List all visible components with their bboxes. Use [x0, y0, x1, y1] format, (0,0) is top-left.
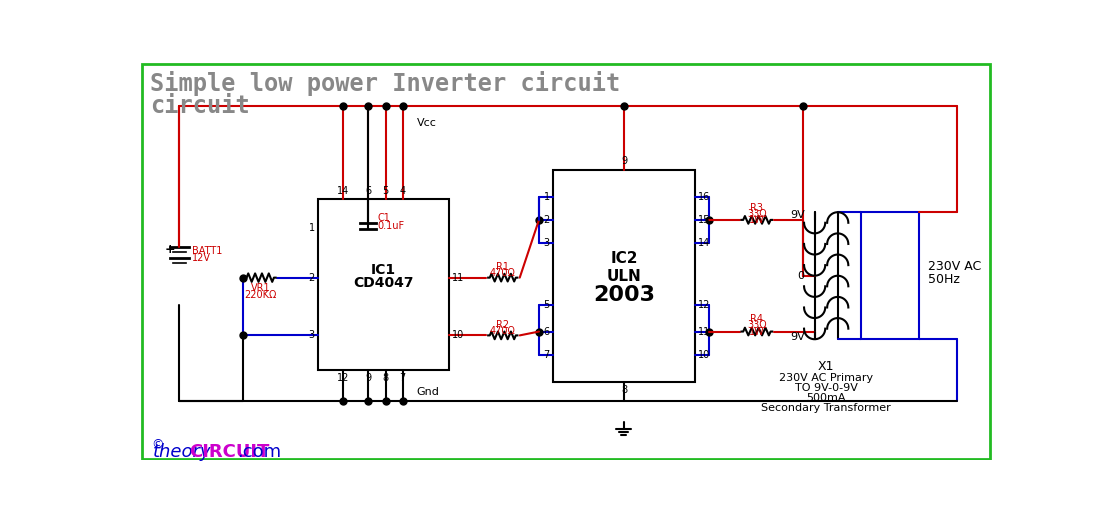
Text: 11: 11 [698, 327, 711, 337]
Text: 2: 2 [308, 272, 315, 283]
Text: 6: 6 [365, 186, 371, 196]
Bar [318, 199, 449, 370]
Text: 12: 12 [337, 373, 349, 383]
Text: 12V: 12V [191, 253, 211, 263]
Text: 9: 9 [365, 373, 371, 383]
Text: 10: 10 [452, 330, 464, 340]
Text: 16: 16 [698, 192, 711, 202]
Text: theory: theory [152, 444, 211, 462]
Text: 4: 4 [400, 186, 406, 196]
Text: 15: 15 [698, 215, 711, 225]
Text: 5: 5 [544, 299, 550, 310]
Text: 1W: 1W [749, 327, 765, 337]
Text: IC1: IC1 [371, 263, 396, 277]
Text: 3: 3 [308, 330, 315, 340]
Text: 50Hz: 50Hz [928, 273, 960, 286]
Text: 33Ω: 33Ω [747, 321, 767, 330]
Text: 220KΩ: 220KΩ [244, 291, 276, 300]
Text: 230V AC: 230V AC [928, 261, 981, 273]
Text: 8: 8 [621, 386, 628, 396]
Text: circuit: circuit [150, 95, 250, 118]
Text: R2: R2 [496, 320, 509, 330]
Text: Vcc: Vcc [417, 118, 436, 128]
Text: IC2: IC2 [610, 251, 638, 266]
Text: 1W: 1W [749, 215, 765, 225]
Text: 33Ω: 33Ω [747, 209, 767, 219]
Text: Simple low power Inverter circuit: Simple low power Inverter circuit [150, 71, 620, 96]
Text: X1: X1 [818, 360, 834, 373]
Text: R1: R1 [496, 262, 509, 272]
Text: 12: 12 [698, 299, 711, 310]
Text: Secondary Transformer: Secondary Transformer [761, 403, 891, 413]
Text: +: + [165, 244, 176, 256]
Text: C1: C1 [377, 214, 390, 223]
Text: 1: 1 [544, 192, 550, 202]
Text: 0.1uF: 0.1uF [377, 221, 404, 231]
Text: 6: 6 [544, 327, 550, 337]
Text: R3: R3 [750, 203, 764, 212]
Text: ULN: ULN [607, 269, 641, 284]
Text: 9: 9 [621, 156, 628, 166]
Text: 230V AC Primary: 230V AC Primary [779, 373, 873, 383]
Text: BATT1: BATT1 [191, 246, 222, 256]
Text: TO 9V-0-9V: TO 9V-0-9V [794, 383, 857, 393]
Text: 14: 14 [698, 238, 711, 248]
Text: 9V: 9V [790, 209, 804, 220]
Text: 1: 1 [308, 223, 315, 233]
Text: 5: 5 [382, 186, 389, 196]
Text: 10: 10 [698, 349, 711, 360]
Text: ©: © [151, 438, 164, 451]
Text: Gnd: Gnd [417, 387, 440, 397]
Text: .com: .com [238, 444, 282, 462]
Text: 2: 2 [544, 215, 550, 225]
Text: 3: 3 [544, 238, 550, 248]
Text: 7: 7 [400, 373, 406, 383]
Text: 470Ω: 470Ω [490, 326, 516, 336]
Text: 14: 14 [337, 186, 349, 196]
Text: 500mA: 500mA [807, 393, 846, 403]
Text: CD4047: CD4047 [354, 276, 413, 290]
Text: 7: 7 [544, 349, 550, 360]
Text: VR1: VR1 [251, 283, 270, 294]
Text: 11: 11 [452, 272, 464, 283]
Text: 470Ω: 470Ω [490, 268, 516, 278]
Text: 2003: 2003 [593, 285, 655, 306]
Bar [552, 170, 695, 382]
Text: 0: 0 [798, 271, 804, 281]
Text: CIRCUIT: CIRCUIT [189, 444, 269, 462]
Text: 9V: 9V [790, 332, 804, 342]
Text: R4: R4 [750, 314, 764, 324]
Text: 8: 8 [382, 373, 389, 383]
Bar [861, 212, 918, 339]
